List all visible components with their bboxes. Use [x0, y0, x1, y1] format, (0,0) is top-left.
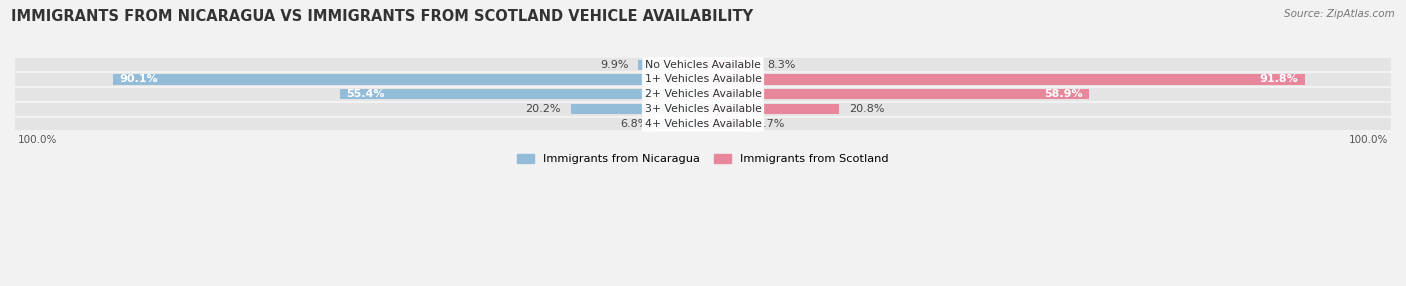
Bar — [15, 73, 1391, 86]
Text: 90.1%: 90.1% — [120, 74, 157, 84]
Text: 58.9%: 58.9% — [1043, 89, 1083, 99]
Text: 4+ Vehicles Available: 4+ Vehicles Available — [644, 119, 762, 129]
Text: 6.7%: 6.7% — [756, 119, 785, 129]
Text: 3+ Vehicles Available: 3+ Vehicles Available — [644, 104, 762, 114]
Bar — [703, 74, 1305, 85]
Bar — [703, 119, 747, 129]
Bar — [15, 118, 1391, 130]
Text: 100.0%: 100.0% — [1348, 135, 1388, 145]
Bar — [15, 103, 1391, 116]
Bar — [571, 104, 703, 114]
Bar — [658, 119, 703, 129]
Text: 9.9%: 9.9% — [600, 60, 628, 70]
Bar — [703, 104, 839, 114]
Bar — [638, 60, 703, 70]
Text: 100.0%: 100.0% — [18, 135, 58, 145]
Text: 20.8%: 20.8% — [849, 104, 884, 114]
Text: IMMIGRANTS FROM NICARAGUA VS IMMIGRANTS FROM SCOTLAND VEHICLE AVAILABILITY: IMMIGRANTS FROM NICARAGUA VS IMMIGRANTS … — [11, 9, 754, 23]
Text: No Vehicles Available: No Vehicles Available — [645, 60, 761, 70]
Text: 91.8%: 91.8% — [1260, 74, 1298, 84]
Text: 6.8%: 6.8% — [620, 119, 648, 129]
Legend: Immigrants from Nicaragua, Immigrants from Scotland: Immigrants from Nicaragua, Immigrants fr… — [513, 149, 893, 169]
Bar — [703, 89, 1088, 99]
Bar — [15, 88, 1391, 101]
Bar — [340, 89, 703, 99]
Text: 1+ Vehicles Available: 1+ Vehicles Available — [644, 74, 762, 84]
Text: 55.4%: 55.4% — [346, 89, 385, 99]
Text: Source: ZipAtlas.com: Source: ZipAtlas.com — [1284, 9, 1395, 19]
Bar — [15, 58, 1391, 71]
Bar — [112, 74, 703, 85]
Text: 8.3%: 8.3% — [768, 60, 796, 70]
Text: 20.2%: 20.2% — [526, 104, 561, 114]
Text: 2+ Vehicles Available: 2+ Vehicles Available — [644, 89, 762, 99]
Bar — [703, 60, 758, 70]
